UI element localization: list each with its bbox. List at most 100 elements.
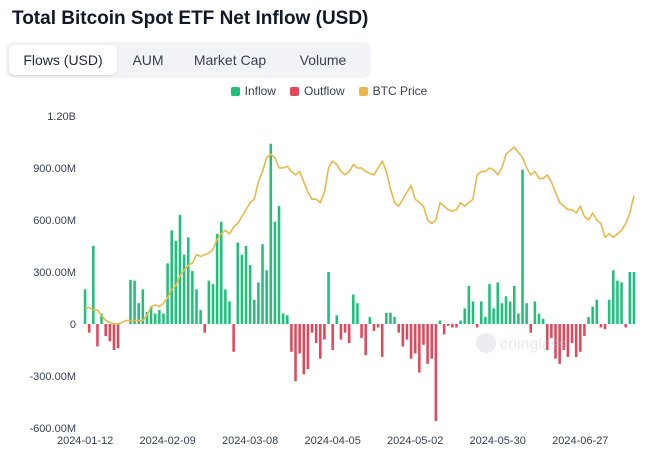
inflow-bar[interactable]	[174, 240, 178, 324]
outflow-bar[interactable]	[360, 324, 363, 338]
outflow-bar[interactable]	[87, 324, 91, 333]
inflow-bar[interactable]	[488, 284, 491, 324]
legend-item-outflow[interactable]: Outflow	[289, 84, 345, 98]
outflow-bar[interactable]	[570, 324, 574, 344]
inflow-bar[interactable]	[207, 280, 211, 324]
inflow-bar[interactable]	[145, 311, 149, 324]
inflow-bar[interactable]	[521, 169, 524, 324]
outflow-bar[interactable]	[306, 324, 310, 370]
outflow-bar[interactable]	[104, 324, 107, 337]
outflow-bar[interactable]	[339, 324, 343, 340]
inflow-bar[interactable]	[178, 214, 182, 324]
inflow-bar[interactable]	[438, 320, 442, 324]
inflow-bar[interactable]	[211, 284, 215, 324]
inflow-bar[interactable]	[587, 317, 590, 324]
inflow-bar[interactable]	[240, 254, 244, 324]
inflow-bar[interactable]	[471, 301, 475, 324]
inflow-bar[interactable]	[335, 315, 339, 324]
inflow-bar[interactable]	[632, 272, 636, 324]
inflow-bar[interactable]	[191, 271, 194, 324]
inflow-bar[interactable]	[170, 230, 174, 324]
outflow-bar[interactable]	[599, 324, 603, 328]
inflow-bar[interactable]	[158, 310, 161, 324]
inflow-bar[interactable]	[219, 221, 223, 324]
outflow-bar[interactable]	[364, 324, 367, 356]
btc-price-path[interactable]	[84, 146, 635, 325]
inflow-bar[interactable]	[595, 299, 599, 324]
inflow-bar[interactable]	[616, 280, 619, 324]
outflow-bar[interactable]	[405, 324, 409, 340]
outflow-bar[interactable]	[579, 324, 582, 352]
outflow-bar[interactable]	[380, 324, 384, 357]
outflow-bar[interactable]	[401, 324, 405, 347]
outflow-bar[interactable]	[442, 324, 446, 335]
outflow-bar[interactable]	[347, 324, 351, 344]
inflow-bar[interactable]	[182, 254, 186, 324]
inflow-bar[interactable]	[224, 289, 227, 324]
inflow-bar[interactable]	[137, 303, 140, 324]
outflow-bar[interactable]	[451, 324, 454, 328]
outflow-bar[interactable]	[603, 324, 607, 330]
inflow-bar[interactable]	[389, 312, 392, 324]
inflow-bar[interactable]	[504, 296, 508, 324]
outflow-bar[interactable]	[96, 324, 99, 347]
inflow-bar[interactable]	[257, 282, 260, 324]
outflow-bar[interactable]	[302, 324, 306, 375]
inflow-bar[interactable]	[83, 289, 87, 324]
inflow-bar[interactable]	[479, 301, 483, 324]
inflow-chart[interactable]: 1.20B 900.00M 600.00M 300.00M 0 -300.00M -600.…	[0, 100, 658, 461]
legend-item-inflow[interactable]: Inflow	[230, 84, 276, 98]
inflow-bar[interactable]	[261, 244, 264, 324]
outflow-bar[interactable]	[298, 324, 301, 354]
inflow-bar[interactable]	[100, 313, 103, 324]
inflow-bar[interactable]	[496, 282, 500, 324]
inflow-bar[interactable]	[459, 320, 462, 324]
tab-volume[interactable]: Volume	[299, 52, 347, 68]
outflow-bar[interactable]	[562, 324, 566, 350]
outflow-bar[interactable]	[434, 324, 438, 422]
outflow-bar[interactable]	[397, 324, 400, 333]
inflow-bar[interactable]	[228, 301, 231, 324]
outflow-bar[interactable]	[343, 324, 347, 333]
inflow-bar[interactable]	[248, 265, 252, 324]
outflow-bar[interactable]	[554, 324, 557, 359]
tab-market-cap[interactable]: Market Cap	[193, 52, 267, 68]
outflow-bar[interactable]	[550, 324, 553, 338]
outflow-bar[interactable]	[331, 324, 334, 350]
outflow-bar[interactable]	[566, 324, 570, 357]
inflow-bar[interactable]	[133, 280, 136, 324]
inflow-bar[interactable]	[281, 313, 285, 324]
outflow-bar[interactable]	[108, 324, 112, 342]
inflow-bar[interactable]	[484, 317, 487, 324]
outflow-bar[interactable]	[418, 324, 421, 373]
inflow-bar[interactable]	[356, 303, 359, 324]
inflow-bar[interactable]	[352, 294, 355, 324]
tab-flows-usd[interactable]: Flows (USD)	[9, 45, 117, 75]
inflow-bar[interactable]	[385, 312, 388, 324]
inflow-bar[interactable]	[186, 237, 190, 324]
outflow-bar[interactable]	[446, 324, 450, 326]
outflow-bar[interactable]	[558, 324, 561, 364]
outflow-bar[interactable]	[319, 324, 322, 359]
outflow-bar[interactable]	[529, 324, 533, 333]
inflow-bar[interactable]	[533, 301, 537, 324]
inflow-bar[interactable]	[463, 308, 467, 324]
outflow-bar[interactable]	[574, 324, 578, 357]
tab-aum[interactable]: AUM	[132, 52, 164, 68]
outflow-bar[interactable]	[116, 324, 120, 349]
inflow-bar[interactable]	[607, 299, 611, 324]
inflow-bar[interactable]	[620, 282, 623, 324]
outflow-bar[interactable]	[422, 324, 425, 345]
inflow-bar[interactable]	[628, 272, 632, 324]
inflow-bar[interactable]	[517, 313, 520, 324]
outflow-bar[interactable]	[545, 324, 549, 350]
outflow-bar[interactable]	[413, 324, 417, 354]
inflow-bar[interactable]	[492, 308, 495, 324]
inflow-bar[interactable]	[269, 143, 273, 324]
inflow-bar[interactable]	[244, 246, 248, 324]
outflow-bar[interactable]	[294, 324, 297, 382]
inflow-bar[interactable]	[467, 285, 471, 324]
inflow-bar[interactable]	[508, 301, 512, 324]
inflow-bar[interactable]	[92, 246, 95, 324]
inflow-bar[interactable]	[141, 289, 145, 324]
